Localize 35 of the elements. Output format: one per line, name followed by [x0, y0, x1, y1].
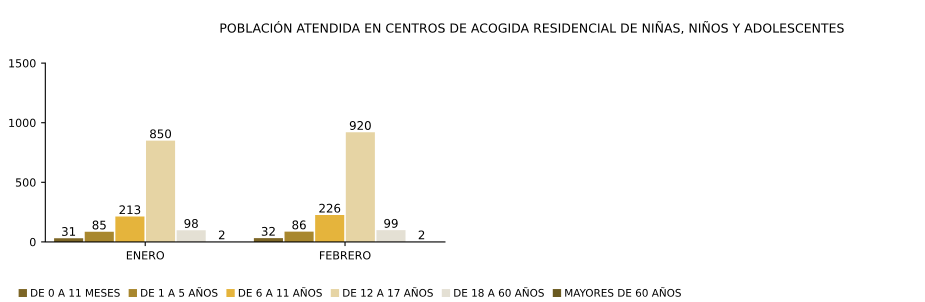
data-label: 85 — [92, 220, 106, 230]
legend-label: DE 12 A 17 AÑOS — [343, 287, 433, 297]
x-tick-label: FEBRERO — [320, 251, 371, 260]
bar — [84, 232, 114, 242]
bar — [146, 140, 176, 242]
data-label: 2 — [418, 230, 424, 240]
legend-label: DE 1 A 5 AÑOS — [141, 287, 218, 297]
data-label: 920 — [350, 121, 371, 130]
legend-label: DE 18 A 60 AÑOS — [454, 287, 544, 297]
bar — [284, 232, 314, 242]
y-tick-label: 500 — [16, 178, 36, 187]
legend-label: DE 0 A 11 MESES — [31, 288, 120, 297]
data-label: 850 — [150, 129, 172, 138]
bar — [115, 216, 144, 242]
x-tick-label: ENERO — [126, 251, 164, 260]
data-label: 32 — [262, 226, 275, 236]
legend-label: DE 6 A 11 AÑOS — [238, 287, 322, 297]
y-tick-label: 0 — [30, 238, 36, 246]
y-tick-label: 1500 — [9, 59, 36, 68]
data-label: 86 — [292, 220, 306, 230]
bar — [346, 132, 375, 242]
data-label: 213 — [120, 205, 140, 214]
data-label: 2 — [218, 230, 224, 240]
text: POBLACIÓN ATENDIDA EN CENTROS DE ACOGIDA RESIDENCIAL DE NIÑAS, NIÑOS Y ADOLESCENTES — [220, 21, 844, 34]
bar — [176, 230, 206, 242]
data-label: 31 — [62, 226, 76, 236]
bar — [54, 238, 84, 242]
data-label: 99 — [384, 218, 398, 228]
data-label: 98 — [184, 219, 198, 228]
bar — [254, 238, 283, 242]
y-tick-label: 1000 — [9, 118, 36, 128]
data-label: 226 — [319, 204, 340, 213]
bar — [376, 230, 406, 242]
legend-label: MAYORES DE 60 AÑOS — [565, 287, 681, 297]
bar — [315, 214, 344, 242]
